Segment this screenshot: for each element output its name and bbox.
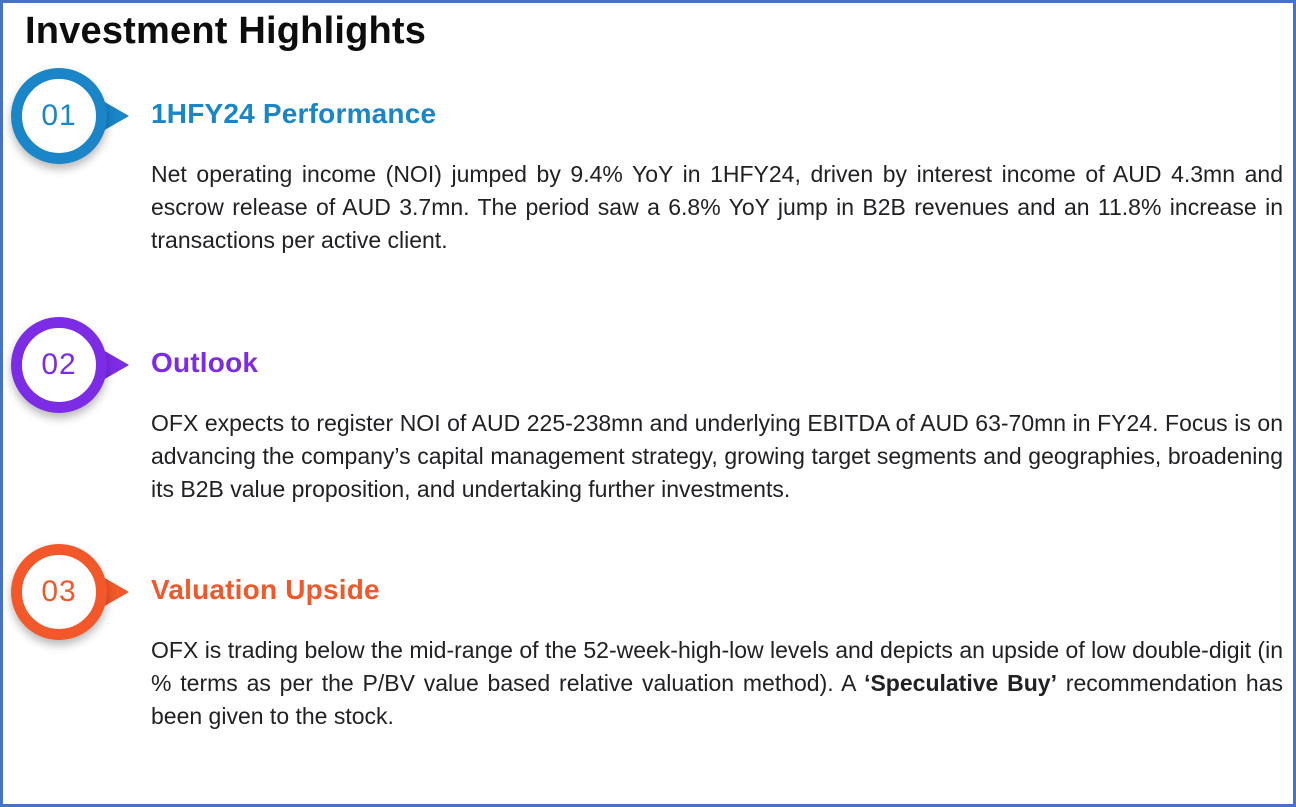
section-title: 1HFY24 Performance — [151, 98, 437, 129]
body-text-post: recommendation has been given to the sto… — [151, 670, 1283, 729]
section-outlook: 02 Outlook OFX expects to register NOI o… — [11, 317, 1285, 506]
section-body: OFX is trading below the mid-range of th… — [151, 634, 1283, 733]
badge-column: 01 — [11, 68, 151, 164]
section-body: OFX expects to register NOI of AUD 225-2… — [151, 410, 1283, 502]
numbered-pin-badge-03: 03 — [11, 544, 129, 640]
section-body: Net operating income (NOI) jumped by 9.4… — [151, 161, 1283, 253]
numbered-pin-badge-01: 01 — [11, 68, 129, 164]
section-title: Valuation Upside — [151, 574, 380, 605]
step-number: 03 — [41, 575, 77, 608]
numbered-pin-badge-02: 02 — [11, 317, 129, 413]
section-content: 1HFY24 Performance Net operating income … — [151, 68, 1285, 257]
badge-column: 03 — [11, 544, 151, 640]
pin-circle: 03 — [11, 544, 107, 640]
step-number: 02 — [41, 348, 77, 381]
body-text-pre: OFX is trading below the mid-range of th… — [151, 637, 1283, 696]
section-content: Outlook OFX expects to register NOI of A… — [151, 317, 1285, 506]
step-number: 01 — [41, 99, 77, 132]
pin-circle: 01 — [11, 68, 107, 164]
pin-circle: 02 — [11, 317, 107, 413]
page-title: Investment Highlights — [25, 10, 427, 52]
badge-column: 02 — [11, 317, 151, 413]
section-valuation: 03 Valuation Upside OFX is trading below… — [11, 544, 1285, 733]
speculative-buy-bold: ‘Speculative Buy’ — [864, 670, 1057, 696]
section-performance: 01 1HFY24 Performance Net operating inco… — [11, 68, 1285, 257]
section-content: Valuation Upside OFX is trading below th… — [151, 544, 1285, 733]
section-title: Outlook — [151, 347, 259, 378]
